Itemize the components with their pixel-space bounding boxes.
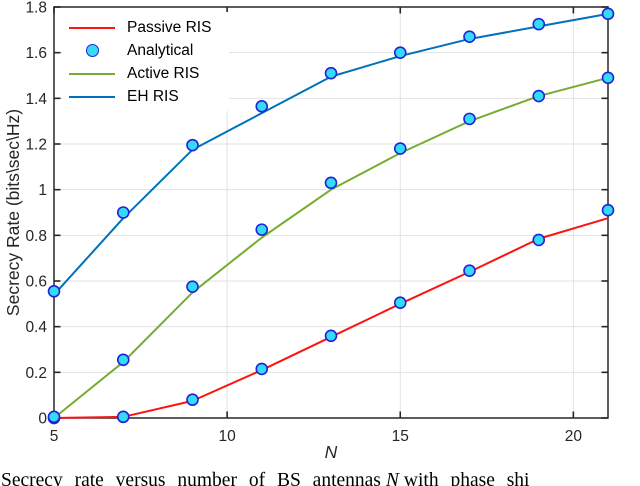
analytical-marker: [255, 223, 269, 236]
legend-label-passive-ris: Passive RIS: [127, 18, 212, 36]
legend-item-eh-ris: EH RIS: [63, 85, 229, 108]
x-axis-label: N: [324, 442, 338, 462]
y-tick-label: 1.2: [25, 137, 47, 154]
passive-ris-line: [53, 217, 609, 419]
analytical-marker: [255, 100, 269, 113]
analytical-marker: [601, 71, 615, 85]
active-ris-swatch-box: [63, 72, 121, 75]
analytical-marker: [601, 7, 615, 21]
y-tick-label: 1.6: [25, 45, 47, 62]
caption-prefix: Secrecy rate versus number of BS antenna…: [1, 470, 381, 486]
caption-suffix: with phase shi: [403, 470, 530, 486]
x-tick-label: 10: [219, 428, 237, 445]
y-tick-label: 0: [38, 411, 47, 428]
analytical-marker: [324, 66, 338, 80]
analytical-marker: [532, 89, 546, 103]
analytical-marker: [255, 362, 269, 376]
analytical-marker: [186, 138, 199, 152]
x-tick-label: 20: [565, 428, 583, 445]
passive-ris-swatch-box: [63, 26, 121, 29]
active-ris-line: [53, 76, 609, 419]
y-tick-label: 0.6: [25, 274, 47, 291]
legend: Passive RIS Analytical Active RIS EH RIS: [63, 12, 229, 111]
analytical-marker: [116, 206, 130, 219]
y-tick-label: 1.8: [25, 0, 47, 17]
analytical-marker: [47, 284, 61, 298]
y-tick-label: 1.4: [25, 91, 47, 108]
analytical-marker: [393, 296, 407, 309]
analytical-marker: [324, 329, 338, 343]
analytical-marker: [463, 264, 476, 278]
analytical-marker: [186, 280, 199, 294]
x-tick-label: 15: [392, 428, 409, 445]
analytical-marker-icon: [85, 44, 99, 57]
analytical-marker: [393, 142, 407, 155]
y-tick-label: 0.2: [25, 365, 47, 382]
analytical-marker: [532, 233, 546, 247]
y-tick-label: 1: [38, 182, 47, 199]
eh-ris-swatch-box: [63, 95, 121, 98]
analytical-marker: [532, 17, 546, 31]
analytical-swatch-box: [63, 44, 121, 57]
analytical-marker: [463, 30, 476, 43]
figure-caption: Secrecy rate versus number of BS antenna…: [1, 469, 640, 486]
analytical-marker: [324, 176, 338, 190]
legend-item-passive-ris: Passive RIS: [63, 16, 229, 39]
y-tick-label: 0.4: [25, 319, 47, 336]
passive-ris-line-swatch: [69, 26, 115, 29]
y-tick-label: 0.8: [25, 228, 47, 245]
legend-label-analytical: Analytical: [127, 41, 194, 59]
active-ris-line-swatch: [69, 72, 115, 75]
caption-variable-n: N: [385, 470, 399, 486]
eh-ris-line-swatch: [69, 95, 115, 98]
legend-label-eh-ris: EH RIS: [127, 87, 179, 105]
x-tick-label: 5: [50, 428, 59, 445]
analytical-marker: [116, 353, 130, 367]
x-axis-label-wrap: N: [54, 442, 608, 463]
analytical-marker: [186, 393, 199, 407]
analytical-marker: [393, 46, 407, 59]
analytical-marker: [601, 203, 615, 217]
analytical-marker: [463, 112, 476, 126]
legend-item-analytical: Analytical: [63, 39, 229, 62]
legend-item-active-ris: Active RIS: [63, 62, 229, 85]
analytical-marker: [47, 410, 61, 424]
analytical-marker: [116, 410, 130, 424]
legend-label-active-ris: Active RIS: [127, 64, 200, 82]
